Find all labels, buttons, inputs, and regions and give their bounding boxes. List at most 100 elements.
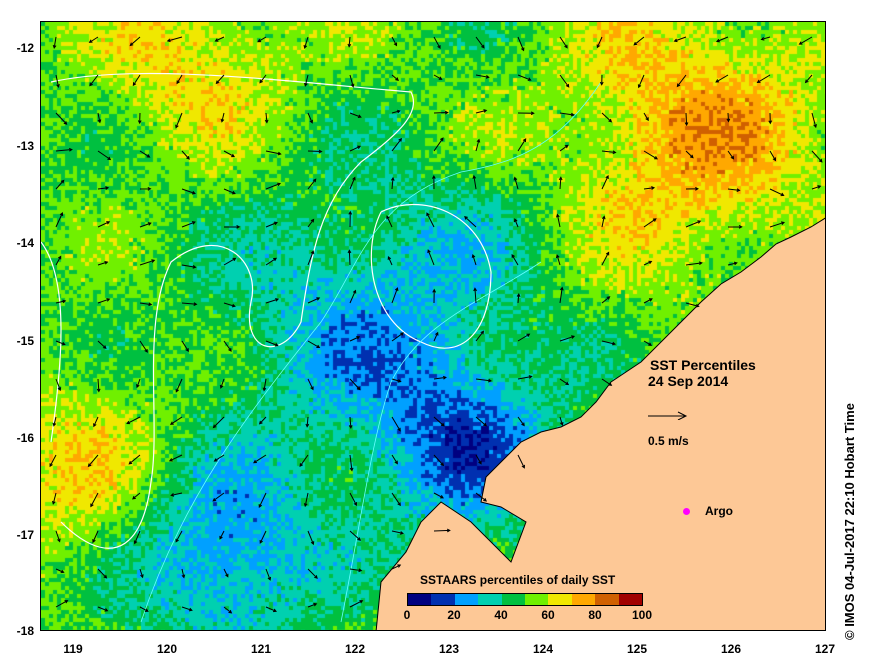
current-arrow-icon	[727, 261, 738, 266]
current-arrow-icon	[517, 454, 525, 469]
current-arrow-icon	[181, 188, 196, 195]
current-arrow-icon	[760, 36, 771, 41]
current-arrow-icon	[517, 375, 533, 380]
current-arrow-icon	[259, 530, 267, 544]
current-arrow-icon	[391, 74, 399, 81]
current-arrow-icon	[727, 224, 743, 229]
current-arrow-icon	[55, 378, 62, 392]
map-title: SST Percentiles	[650, 357, 756, 373]
lat-label: -18	[16, 624, 34, 638]
current-arrow-icon	[55, 212, 64, 228]
current-arrow-icon	[391, 137, 402, 152]
current-arrow-icon	[433, 375, 447, 380]
lat-label: -14	[16, 236, 34, 250]
current-arrow-icon	[128, 454, 141, 465]
current-arrow-icon	[219, 530, 225, 540]
current-arrow-icon	[348, 416, 353, 429]
current-arrow-icon	[517, 36, 525, 52]
current-arrow-icon	[386, 215, 393, 228]
current-arrow-icon	[601, 378, 613, 386]
current-arrow-icon	[517, 111, 535, 116]
current-arrow-icon	[88, 36, 99, 43]
current-arrow-icon	[471, 253, 477, 266]
current-arrow-icon	[307, 218, 315, 228]
scale-arrow-label: 0.5 m/s	[648, 434, 689, 448]
lon-label: 121	[250, 642, 272, 656]
current-arrow-icon	[265, 221, 278, 228]
current-arrow-icon	[715, 74, 729, 83]
current-arrow-icon	[769, 150, 777, 162]
current-arrow-icon	[175, 112, 183, 129]
current-arrow-icon	[633, 36, 645, 46]
current-arrow-icon	[676, 74, 687, 88]
current-arrow-icon	[307, 297, 321, 304]
current-arrow-icon	[303, 492, 309, 508]
current-arrow-icon	[517, 416, 525, 427]
current-arrow-icon	[97, 186, 110, 190]
current-arrow-icon	[126, 416, 141, 425]
current-arrow-icon	[391, 492, 401, 507]
current-arrow-icon	[673, 36, 687, 43]
argo-legend-label: Argo	[705, 504, 733, 518]
current-arrow-icon	[769, 221, 785, 228]
current-arrow-icon	[265, 298, 280, 304]
current-arrow-icon	[349, 492, 357, 507]
current-arrow-icon	[349, 176, 356, 190]
current-arrow-icon	[643, 186, 656, 190]
colorbar-tick: 40	[494, 608, 508, 622]
current-arrow-icon	[223, 340, 232, 352]
current-arrow-icon	[391, 454, 398, 465]
current-arrow-icon	[52, 36, 57, 49]
current-arrow-icon	[96, 378, 101, 393]
current-arrow-icon	[349, 289, 357, 304]
current-arrow-icon	[97, 112, 102, 124]
current-arrow-icon	[517, 138, 527, 152]
current-arrow-icon	[176, 74, 183, 85]
current-arrow-icon	[556, 213, 561, 228]
current-arrow-icon	[307, 378, 314, 391]
current-arrow-icon	[391, 287, 399, 304]
current-arrow-icon	[433, 36, 441, 49]
current-arrow-icon	[307, 568, 318, 579]
lat-label: -17	[16, 528, 34, 542]
colorbar-swatch	[571, 594, 596, 605]
current-arrow-icon	[305, 416, 310, 428]
current-arrow-icon	[129, 36, 141, 47]
colorbar-title: SSTAARS percentiles of daily SST	[420, 573, 616, 587]
current-arrow-icon	[768, 112, 773, 125]
current-arrow-icon	[181, 340, 189, 353]
current-arrow-icon	[139, 302, 153, 307]
current-arrow-icon	[181, 302, 198, 306]
colorbar-tick: 20	[447, 608, 461, 622]
credit-text: © IMOS 04-Jul-2017 22:10 Hobart Time	[842, 403, 857, 640]
current-arrow-icon	[307, 178, 317, 190]
current-arrow-icon	[303, 36, 309, 49]
current-arrow-icon	[223, 225, 241, 229]
current-arrow-icon	[215, 74, 225, 85]
current-arrow-icon	[49, 454, 57, 468]
current-arrow-icon	[223, 302, 236, 308]
current-arrow-icon	[139, 259, 156, 266]
current-arrow-icon	[223, 188, 236, 195]
current-arrow-icon	[559, 378, 570, 386]
current-arrow-icon	[464, 215, 477, 228]
current-arrow-icon	[132, 74, 141, 87]
current-arrow-icon	[475, 492, 488, 502]
current-arrow-icon	[601, 174, 609, 190]
lat-label: -15	[16, 334, 34, 348]
current-arrow-icon	[426, 212, 435, 228]
current-arrow-icon	[559, 74, 570, 88]
current-arrow-icon	[166, 36, 183, 43]
current-arrow-icon	[92, 530, 99, 544]
current-arrow-icon	[265, 606, 277, 613]
current-arrow-icon	[97, 340, 107, 350]
colorbar-tick: 0	[403, 608, 411, 622]
current-arrow-icon	[181, 606, 193, 612]
current-arrow-icon	[685, 186, 699, 191]
current-arrow-icon	[811, 150, 823, 163]
current-arrow-icon	[685, 150, 694, 159]
current-arrow-icon	[347, 249, 352, 266]
current-arrow-icon	[304, 74, 309, 87]
lon-label: 125	[626, 642, 648, 656]
current-arrow-icon	[307, 602, 318, 608]
